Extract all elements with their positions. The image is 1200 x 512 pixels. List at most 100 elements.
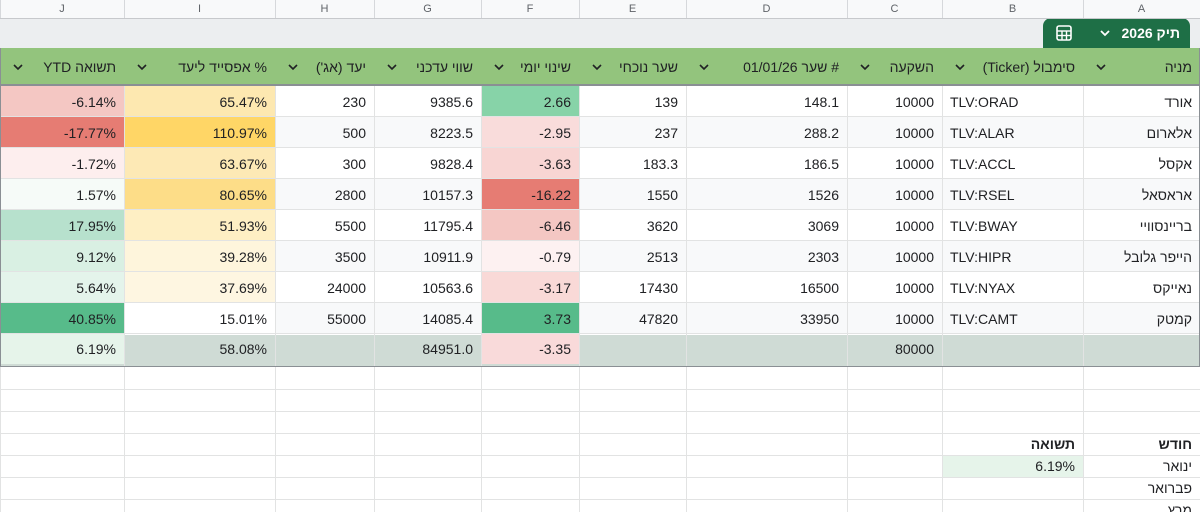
filter-dropdown[interactable] bbox=[287, 62, 299, 72]
grid-line bbox=[0, 389, 1200, 390]
cell: -0.79 bbox=[539, 248, 571, 265]
column-letter: D bbox=[762, 3, 771, 15]
cell: 37.69% bbox=[219, 279, 267, 296]
column-header-bar bbox=[0, 0, 1200, 18]
cell: 10000 bbox=[895, 248, 934, 265]
cell: 51.93% bbox=[219, 217, 267, 234]
cell: 139 bbox=[654, 93, 678, 110]
cell: TLV:NYAX bbox=[950, 279, 1016, 296]
cell-fill bbox=[481, 148, 579, 179]
grid-line bbox=[0, 147, 1200, 148]
filter-dropdown[interactable] bbox=[136, 62, 148, 72]
column-letter: F bbox=[526, 3, 534, 15]
cell: תשואה bbox=[1030, 436, 1075, 452]
cell: 500 bbox=[342, 124, 366, 141]
column-header: שווי עדכני bbox=[416, 58, 473, 75]
grid-line bbox=[686, 85, 687, 512]
cell: 3620 bbox=[646, 217, 678, 234]
cell: 10000 bbox=[895, 186, 934, 203]
cell: 15.01% bbox=[219, 310, 267, 327]
tab-icon bbox=[1056, 25, 1072, 41]
column-letter: E bbox=[628, 3, 637, 15]
filter-dropdown[interactable] bbox=[493, 62, 505, 72]
grid-line bbox=[1083, 85, 1084, 512]
column-header: סימבול (Ticker) bbox=[982, 58, 1075, 75]
grid-line bbox=[0, 366, 1200, 367]
tab-dropdown[interactable] bbox=[1099, 28, 1111, 38]
grid-line bbox=[1083, 0, 1084, 18]
cell: -2.95 bbox=[539, 124, 571, 141]
cell: 9.12% bbox=[76, 248, 116, 265]
cell: 2.66 bbox=[543, 93, 571, 110]
grid-line bbox=[481, 0, 482, 18]
cell: 9385.6 bbox=[430, 93, 473, 110]
cell: 10563.6 bbox=[422, 279, 473, 296]
cell: 10000 bbox=[895, 310, 934, 327]
cell: חודש bbox=[1158, 436, 1192, 452]
cell: 16500 bbox=[800, 279, 839, 296]
cell: -3.63 bbox=[539, 155, 571, 172]
grid-line bbox=[0, 240, 1200, 241]
grid-line bbox=[0, 433, 1200, 434]
grid-line bbox=[0, 499, 1200, 500]
column-header: שער נוכחי bbox=[618, 58, 678, 75]
tab-label[interactable]: תיק 2026 bbox=[1121, 25, 1180, 41]
filter-dropdown[interactable] bbox=[698, 62, 710, 72]
cell-fill bbox=[0, 117, 124, 148]
total-row bbox=[0, 335, 1200, 366]
cell: בריינסוויי bbox=[1139, 217, 1192, 234]
cell: 3.73 bbox=[543, 310, 571, 327]
filter-dropdown[interactable] bbox=[1095, 62, 1107, 72]
cell-fill bbox=[0, 241, 124, 272]
column-header: תשואה YTD bbox=[43, 58, 116, 75]
cell: 11795.4 bbox=[423, 217, 473, 234]
cell: TLV:ORAD bbox=[950, 93, 1019, 110]
cell: מרץ bbox=[1167, 502, 1192, 512]
cell-fill bbox=[124, 179, 275, 210]
column-header: מניה bbox=[1164, 58, 1192, 75]
cell: 148.1 bbox=[803, 93, 839, 110]
cell: אלארום bbox=[1146, 124, 1192, 141]
cell: 55000 bbox=[327, 310, 366, 327]
cell: 6.19% bbox=[1035, 458, 1075, 474]
filter-dropdown[interactable] bbox=[591, 62, 603, 72]
cell: TLV:ALAR bbox=[950, 124, 1015, 141]
cell: פברואר bbox=[1147, 480, 1192, 496]
cell-fill bbox=[124, 86, 275, 117]
cell: אורד bbox=[1164, 93, 1192, 110]
cell-fill bbox=[0, 86, 124, 117]
cell: ינואר bbox=[1163, 458, 1192, 474]
filter-dropdown[interactable] bbox=[386, 62, 398, 72]
cell-fill bbox=[481, 117, 579, 148]
cell: 33950 bbox=[800, 310, 839, 327]
grid-line bbox=[847, 0, 848, 18]
column-letter: A bbox=[1137, 3, 1146, 15]
cell: 39.28% bbox=[219, 248, 267, 265]
cell-fill bbox=[0, 303, 124, 334]
cell: 63.67% bbox=[219, 155, 267, 172]
cell-fill bbox=[124, 303, 275, 334]
grid-line bbox=[0, 411, 1200, 412]
filter-dropdown[interactable] bbox=[12, 62, 24, 72]
grid-line bbox=[481, 85, 482, 512]
grid-line bbox=[0, 455, 1200, 456]
cell: -16.22 bbox=[531, 186, 571, 203]
filter-dropdown[interactable] bbox=[954, 62, 966, 72]
filter-dropdown[interactable] bbox=[859, 62, 871, 72]
cell: -17.77% bbox=[63, 124, 116, 141]
column-letter: J bbox=[59, 3, 65, 15]
sheet-tab[interactable]: תיק 2026 bbox=[1043, 18, 1190, 48]
cell: אקסל bbox=[1158, 155, 1192, 172]
cell-fill bbox=[124, 148, 275, 179]
column-header: יעד (אג') bbox=[315, 58, 366, 75]
cell-fill bbox=[481, 303, 579, 334]
cell-fill bbox=[124, 241, 275, 272]
cell-fill bbox=[0, 333, 124, 364]
cell: 5500 bbox=[334, 217, 366, 234]
cell-fill bbox=[481, 210, 579, 241]
cell-fill bbox=[481, 179, 579, 210]
cell: הייפר גלובל bbox=[1124, 248, 1192, 265]
column-header: # שער 01/01/26 bbox=[743, 58, 839, 75]
grid-line bbox=[0, 0, 1, 18]
